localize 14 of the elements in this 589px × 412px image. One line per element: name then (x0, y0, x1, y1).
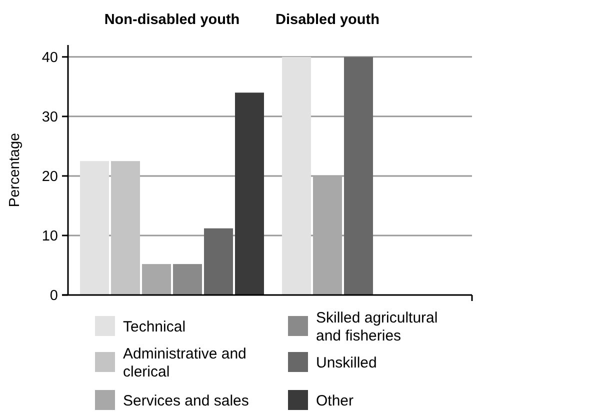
legend-label: Services and sales (123, 392, 249, 410)
legend-label: Administrative and clerical (123, 345, 246, 380)
y-axis-title: Percentage (7, 132, 23, 208)
y-tick-label: 0 (50, 288, 58, 304)
legend-label: Skilled agricultural and fisheries (316, 309, 438, 344)
x-tick-label: Non-disabled youth (104, 12, 240, 28)
y-tick-label: 30 (42, 110, 58, 126)
legend-label: Technical (123, 318, 186, 336)
x-tick-label: Disabled youth (276, 12, 380, 28)
y-tick-label: 20 (42, 169, 58, 186)
y-tick-label: 10 (42, 228, 58, 245)
y-tick-label: 40 (42, 50, 58, 66)
legend-label: Unskilled (316, 354, 377, 372)
legend-label: Other (316, 392, 354, 410)
